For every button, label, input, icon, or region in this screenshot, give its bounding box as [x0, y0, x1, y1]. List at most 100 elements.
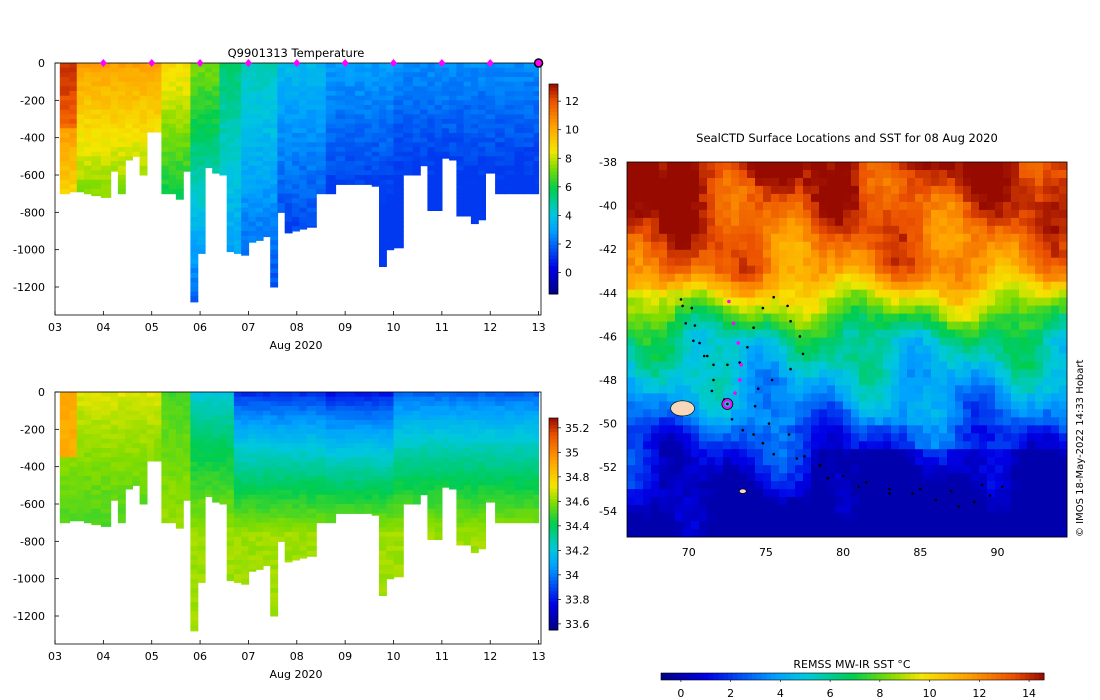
heatmap-cell: [386, 550, 395, 556]
heatmap-cell: [204, 151, 213, 157]
heatmap-cell: [514, 175, 525, 181]
sst-cell: [635, 289, 644, 299]
heatmap-cell: [183, 105, 191, 111]
heatmap-cell: [427, 137, 436, 143]
heatmap-cell: [495, 406, 506, 412]
heatmap-cell: [524, 179, 535, 185]
sst-cell: [635, 249, 644, 259]
heatmap-cell: [241, 555, 250, 561]
heatmap-cell: [69, 189, 78, 193]
heatmap-cell: [197, 161, 206, 167]
heatmap-cell: [183, 466, 191, 472]
heatmap-cell: [183, 443, 191, 449]
colorbar-segment: [549, 122, 558, 127]
heatmap-cell: [204, 147, 213, 153]
heatmap-cell: [393, 77, 404, 83]
heatmap-cell: [139, 410, 148, 416]
heatmap-cell: [463, 443, 472, 449]
heatmap-cell: [412, 424, 421, 430]
heatmap-cell: [219, 401, 228, 407]
heatmap-cell: [91, 165, 102, 171]
heatmap-cell: [277, 175, 286, 181]
heatmap-cell: [379, 254, 387, 260]
sst-cell: [659, 281, 668, 291]
heatmap-cell: [449, 86, 457, 92]
heatmap-cell: [478, 518, 486, 524]
heatmap-cell: [441, 86, 450, 92]
heatmap-cell: [354, 392, 366, 398]
profile-column: [190, 392, 199, 632]
heatmap-cell: [456, 462, 465, 468]
heatmap-cell: [456, 81, 465, 87]
heatmap-cell: [175, 499, 184, 505]
heatmap-cell: [84, 128, 92, 134]
profile-marker: [341, 59, 349, 67]
heatmap-cell: [364, 438, 373, 444]
heatmap-cell: [470, 396, 479, 402]
heatmap-cell: [84, 147, 92, 153]
heatmap-cell: [354, 429, 366, 435]
heatmap-cell: [386, 527, 395, 533]
heatmap-cell: [441, 63, 450, 69]
heatmap-cell: [117, 119, 126, 125]
heatmap-cell: [233, 142, 242, 148]
sst-cell: [651, 457, 660, 466]
heatmap-cell: [495, 410, 506, 416]
heatmap-cell: [76, 392, 85, 398]
heatmap-cell: [110, 151, 119, 157]
sst-cell: [779, 162, 788, 171]
sst-cell: [739, 337, 748, 346]
heatmap-cell: [59, 508, 71, 514]
heatmap-cell: [146, 406, 155, 412]
salinity-x-axis-label: Aug 2020: [270, 668, 323, 681]
heatmap-cell: [292, 555, 300, 561]
sst-cell: [635, 433, 644, 442]
colorbar-segment: [549, 615, 558, 620]
heatmap-cell: [345, 504, 356, 510]
heatmap-cell: [270, 476, 279, 482]
colorbar-segment: [549, 269, 558, 274]
sst-cell: [643, 321, 652, 330]
sst-cell: [667, 473, 676, 482]
profile-column: [386, 63, 395, 251]
heatmap-cell: [412, 105, 421, 111]
heatmap-cell: [139, 77, 148, 83]
heatmap-cell: [212, 161, 221, 167]
heatmap-cell: [463, 133, 472, 139]
heatmap-cell: [248, 457, 257, 463]
heatmap-cell: [463, 114, 472, 120]
heatmap-cell: [117, 443, 126, 449]
sst-cell: [659, 313, 668, 322]
heatmap-cell: [514, 462, 525, 468]
heatmap-cell: [456, 392, 465, 398]
heatmap-cell: [393, 438, 404, 444]
sst-cell: [707, 385, 716, 394]
sst-cell: [659, 433, 668, 442]
sst-cell: [651, 297, 660, 306]
heatmap-cell: [299, 151, 308, 157]
heatmap-cell: [212, 438, 221, 444]
heatmap-cell: [412, 406, 421, 412]
sst-cell: [779, 417, 788, 426]
heatmap-cell: [226, 392, 235, 398]
heatmap-cell: [183, 114, 191, 120]
heatmap-cell: [524, 100, 535, 106]
heatmap-cell: [427, 471, 436, 477]
heatmap-cell: [335, 420, 346, 426]
heatmap-cell: [219, 109, 228, 115]
heatmap-cell: [117, 137, 126, 143]
heatmap-cell: [175, 438, 184, 444]
sst-cell: [755, 521, 764, 530]
colorbar-segment: [549, 552, 558, 557]
heatmap-cell: [146, 438, 155, 444]
heatmap-cell: [306, 480, 317, 486]
colorbar-segment: [549, 569, 558, 574]
heatmap-cell: [84, 494, 92, 500]
heatmap-cell: [354, 494, 366, 500]
colorbar-segment: [549, 87, 558, 92]
heatmap-cell: [456, 105, 465, 111]
heatmap-cell: [434, 184, 443, 190]
heatmap-cell: [504, 518, 515, 524]
heatmap-cell: [226, 396, 235, 402]
heatmap-cell: [277, 471, 286, 477]
